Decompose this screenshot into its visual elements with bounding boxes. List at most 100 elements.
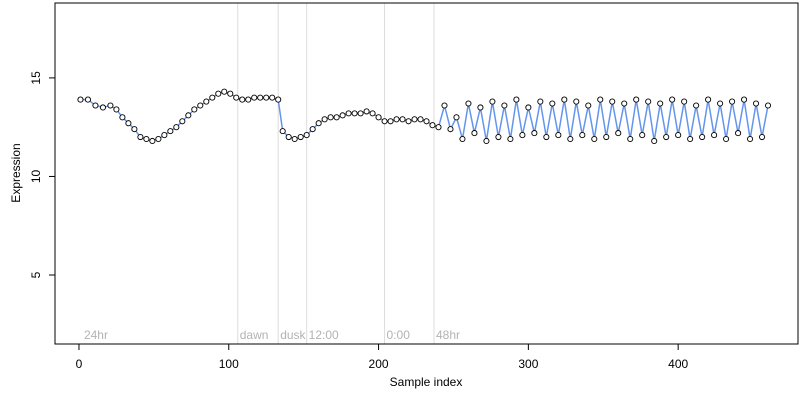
data-point bbox=[269, 94, 276, 101]
data-point bbox=[465, 100, 472, 107]
data-point bbox=[369, 110, 376, 117]
data-point bbox=[285, 133, 292, 141]
series-line bbox=[80, 90, 769, 142]
data-point bbox=[107, 102, 114, 109]
data-point bbox=[519, 132, 526, 139]
data-point bbox=[483, 137, 490, 145]
data-point bbox=[471, 130, 478, 137]
data-point bbox=[705, 96, 712, 103]
data-point bbox=[363, 108, 370, 115]
data-point bbox=[291, 135, 298, 143]
x-axis-label: Sample index bbox=[390, 375, 463, 389]
data-point bbox=[155, 135, 162, 143]
data-point bbox=[531, 130, 538, 137]
data-point bbox=[764, 102, 772, 109]
data-point bbox=[119, 114, 126, 121]
series-lines bbox=[80, 90, 769, 142]
data-point bbox=[381, 118, 388, 125]
data-point bbox=[375, 114, 382, 121]
data-point bbox=[711, 132, 718, 139]
data-point bbox=[393, 116, 400, 123]
data-point bbox=[513, 96, 520, 103]
data-point bbox=[735, 130, 742, 137]
data-point bbox=[693, 102, 700, 109]
y-axis: 5 10 15 bbox=[29, 71, 55, 278]
x-tick-label: 100 bbox=[219, 357, 239, 371]
x-tick-label: 200 bbox=[369, 357, 389, 371]
data-point bbox=[567, 135, 574, 143]
data-point bbox=[507, 135, 514, 143]
data-point bbox=[233, 94, 240, 101]
data-point bbox=[681, 98, 688, 105]
data-point bbox=[555, 132, 562, 139]
data-point bbox=[297, 133, 304, 141]
data-point bbox=[161, 132, 168, 139]
data-point bbox=[435, 124, 442, 131]
x-tick-label: 300 bbox=[518, 357, 538, 371]
data-point bbox=[387, 118, 394, 125]
data-point bbox=[525, 104, 532, 111]
data-point bbox=[597, 96, 604, 103]
data-point bbox=[257, 94, 264, 101]
data-point bbox=[621, 100, 628, 107]
data-point bbox=[351, 110, 358, 117]
data-point bbox=[357, 110, 364, 117]
data-point bbox=[333, 114, 340, 121]
data-point bbox=[84, 96, 92, 103]
data-point bbox=[203, 98, 210, 105]
data-point bbox=[137, 133, 144, 141]
data-point bbox=[327, 114, 334, 121]
data-point bbox=[645, 98, 652, 105]
phase-markers: 24hr dawn dusk 12:00 0:00 48hr bbox=[84, 3, 460, 344]
x-axis: 0 100 200 300 400 bbox=[76, 344, 688, 371]
y-tick-label: 15 bbox=[29, 71, 43, 85]
data-point bbox=[275, 96, 282, 103]
data-point bbox=[585, 102, 592, 109]
x-tick-label: 400 bbox=[668, 357, 688, 371]
data-point bbox=[758, 133, 766, 141]
data-point bbox=[729, 98, 736, 105]
y-axis-label: Expression bbox=[9, 143, 23, 202]
data-point bbox=[399, 116, 406, 123]
data-point bbox=[543, 133, 550, 141]
x-tick-label: 0 bbox=[76, 357, 83, 371]
data-point bbox=[741, 96, 748, 103]
phase-label: 48hr bbox=[436, 328, 460, 342]
plot-frame bbox=[54, 2, 799, 345]
data-point bbox=[501, 102, 508, 109]
data-point bbox=[609, 98, 616, 105]
data-point bbox=[423, 118, 430, 125]
data-point bbox=[591, 135, 598, 143]
data-point bbox=[303, 132, 310, 139]
data-point bbox=[321, 116, 328, 123]
data-point bbox=[573, 98, 580, 105]
data-point bbox=[191, 106, 198, 113]
data-point bbox=[447, 126, 454, 133]
data-point bbox=[723, 135, 730, 143]
data-point bbox=[441, 102, 448, 109]
data-point bbox=[699, 133, 706, 141]
data-point bbox=[633, 96, 640, 103]
data-point bbox=[92, 102, 99, 109]
data-point bbox=[227, 90, 234, 97]
data-point bbox=[131, 126, 138, 133]
data-point bbox=[495, 133, 502, 141]
data-point bbox=[125, 120, 132, 127]
data-point bbox=[209, 94, 216, 101]
data-point bbox=[185, 112, 192, 119]
phase-label: dusk bbox=[280, 328, 306, 342]
phase-label: dawn bbox=[240, 328, 269, 342]
y-tick-label: 10 bbox=[29, 169, 43, 183]
data-point bbox=[477, 104, 484, 111]
data-point bbox=[99, 104, 106, 111]
data-point bbox=[561, 96, 568, 103]
data-point bbox=[239, 96, 246, 103]
data-point bbox=[453, 114, 460, 121]
data-point bbox=[429, 122, 436, 129]
data-point bbox=[651, 137, 658, 145]
data-point bbox=[459, 135, 466, 143]
data-point bbox=[717, 100, 724, 107]
data-point bbox=[657, 100, 664, 107]
data-point bbox=[615, 130, 622, 137]
